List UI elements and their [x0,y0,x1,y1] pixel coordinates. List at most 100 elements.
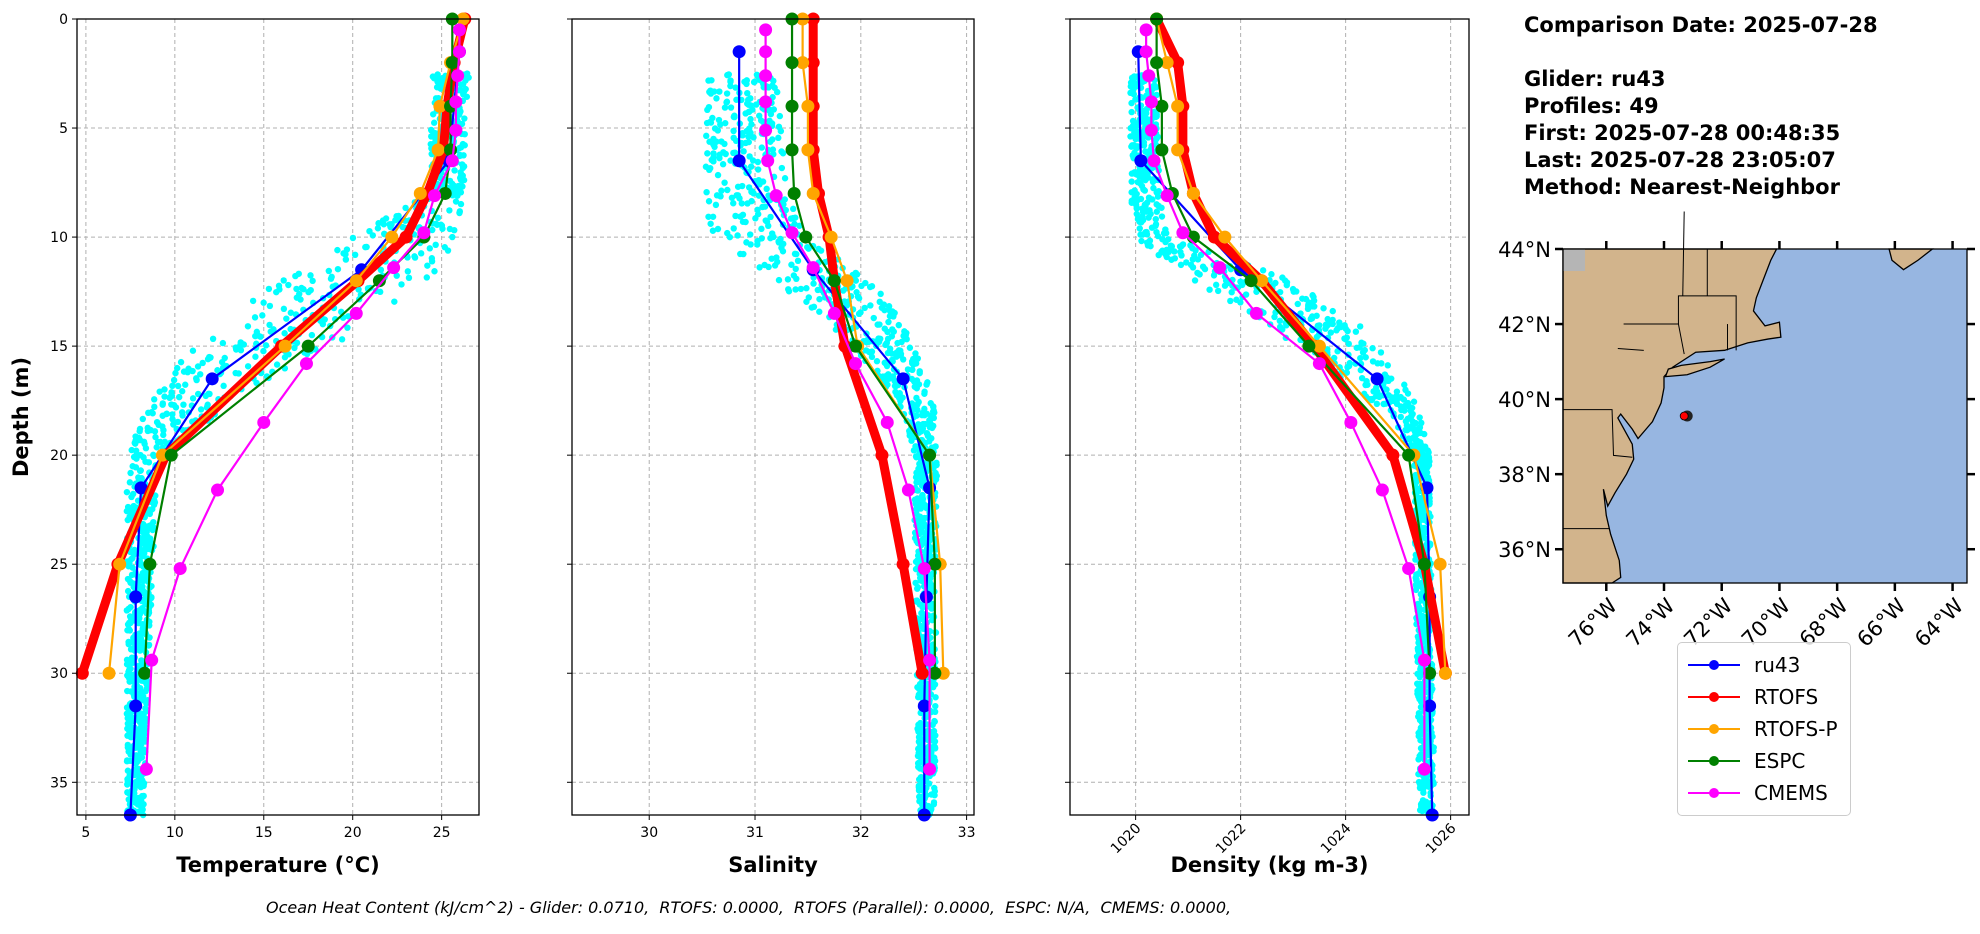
glider-scatter-point [334,246,341,254]
data-point-cmems [1139,23,1153,37]
glider-scatter-point [718,187,725,194]
glider-scatter-point [184,369,191,376]
glider-scatter-point [738,200,745,207]
glider-scatter-point [126,672,133,679]
glider-scatter-point [914,745,922,753]
glider-scatter-point [1138,237,1145,245]
glider-scatter-point [733,96,740,103]
glider-scatter-point [707,220,714,227]
lat-tick-label: 36°N [1498,538,1551,562]
data-point-cmems [387,261,401,275]
data-point-rtofs-p [385,230,399,244]
glider-scatter-point [138,605,146,612]
glider-scatter-point [921,390,928,397]
glider-scatter-point [1242,291,1250,298]
data-point-cmems [759,123,773,137]
glider-scatter-point [884,328,891,336]
glider-scatter-point [136,610,144,617]
glider-scatter-point [925,438,933,445]
map-frame [1562,248,1968,584]
glider-scatter-point [1324,346,1331,353]
glider-scatter-point [778,244,785,252]
glider-scatter-point [293,339,301,347]
glider-location-marker [1679,411,1689,421]
glider-scatter-point [706,166,713,174]
glider-scatter-point [724,229,731,237]
data-point-ru43 [732,45,746,59]
legend-label: CMEMS [1754,781,1828,805]
y-tick-label: 5 [59,121,68,137]
glider-scatter-point [393,213,400,220]
glider-scatter-point [878,304,886,311]
glider-scatter-point [151,403,158,411]
glider-scatter-point [770,106,778,113]
glider-scatter-point [462,77,469,84]
glider-scatter-point [704,150,711,157]
glider-scatter-point [916,369,923,377]
data-point-espc [438,186,452,200]
glider-scatter-point [129,555,136,562]
x-tick-label: 30 [640,825,658,841]
glider-scatter-point [705,198,713,205]
glider-scatter-point [325,267,333,275]
data-point-cmems [1213,261,1227,275]
glider-scatter-point [160,426,167,434]
data-point-rtofs-p [1218,230,1232,244]
glider-scatter-point [1359,349,1367,356]
glider-scatter-point [1417,494,1425,502]
glider-scatter-point [194,363,202,370]
data-point-rtofs-p [1438,666,1452,680]
map: 36°N38°N40°N42°N44°N76°W 74°W 72°W 70°W 68°W… [1498,211,1975,652]
glider-scatter-point [885,371,892,378]
glider-scatter-point [152,433,159,441]
glider-scatter-point [1155,202,1162,210]
glider-scatter-point [138,630,145,637]
glider-scatter-point [933,459,940,466]
glider-scatter-point [1143,239,1151,246]
glider-scatter-point [912,453,920,460]
glider-scatter-point [457,81,465,88]
glider-scatter-point [758,225,765,233]
glider-scatter-point [180,401,187,408]
glider-scatter-point [411,253,418,260]
glider-scatter-point [750,134,757,141]
legend-item-espc: ESPC [1686,745,1850,777]
glider-scatter-point [1343,369,1351,376]
glider-scatter-point [792,265,799,273]
data-point-cmems [1160,189,1174,203]
glider-scatter-point [437,221,445,228]
glider-scatter-point [1132,135,1139,143]
glider-scatter-point [1417,613,1424,621]
glider-scatter-point [1150,184,1157,192]
glider-scatter-point [884,335,892,343]
glider-scatter-point [1158,213,1166,220]
glider-scatter-point [773,88,781,96]
glider-scatter-point [1283,281,1290,289]
data-point-cmems [428,189,442,203]
glider-scatter-point [391,298,398,305]
glider-scatter-point [721,104,729,111]
data-point-cmems [1144,123,1158,137]
glider-scatter-point [739,129,746,137]
data-point-rtofs-p [155,448,169,462]
glider-scatter-point [912,474,920,481]
glider-scatter-point [931,717,938,725]
glider-scatter-point [794,257,802,265]
glider-scatter-point [349,234,357,242]
glider-scatter-point [1167,242,1175,249]
glider-scatter-point [1420,789,1427,796]
glider-scatter-point [1384,362,1392,369]
glider-scatter-point [779,150,787,157]
glider-scatter-point [925,802,932,810]
glider-scatter-point [1128,74,1136,82]
land-long-island [1664,358,1725,378]
glider-scatter-point [1145,194,1153,201]
glider-scatter-point [703,188,710,196]
glider-scatter-point [1327,329,1334,336]
data-point-espc [849,339,863,353]
legend-label: ESPC [1754,749,1806,773]
glider-scatter-point [717,193,724,200]
glider-scatter-point [721,140,728,148]
glider-scatter-point [334,265,342,273]
